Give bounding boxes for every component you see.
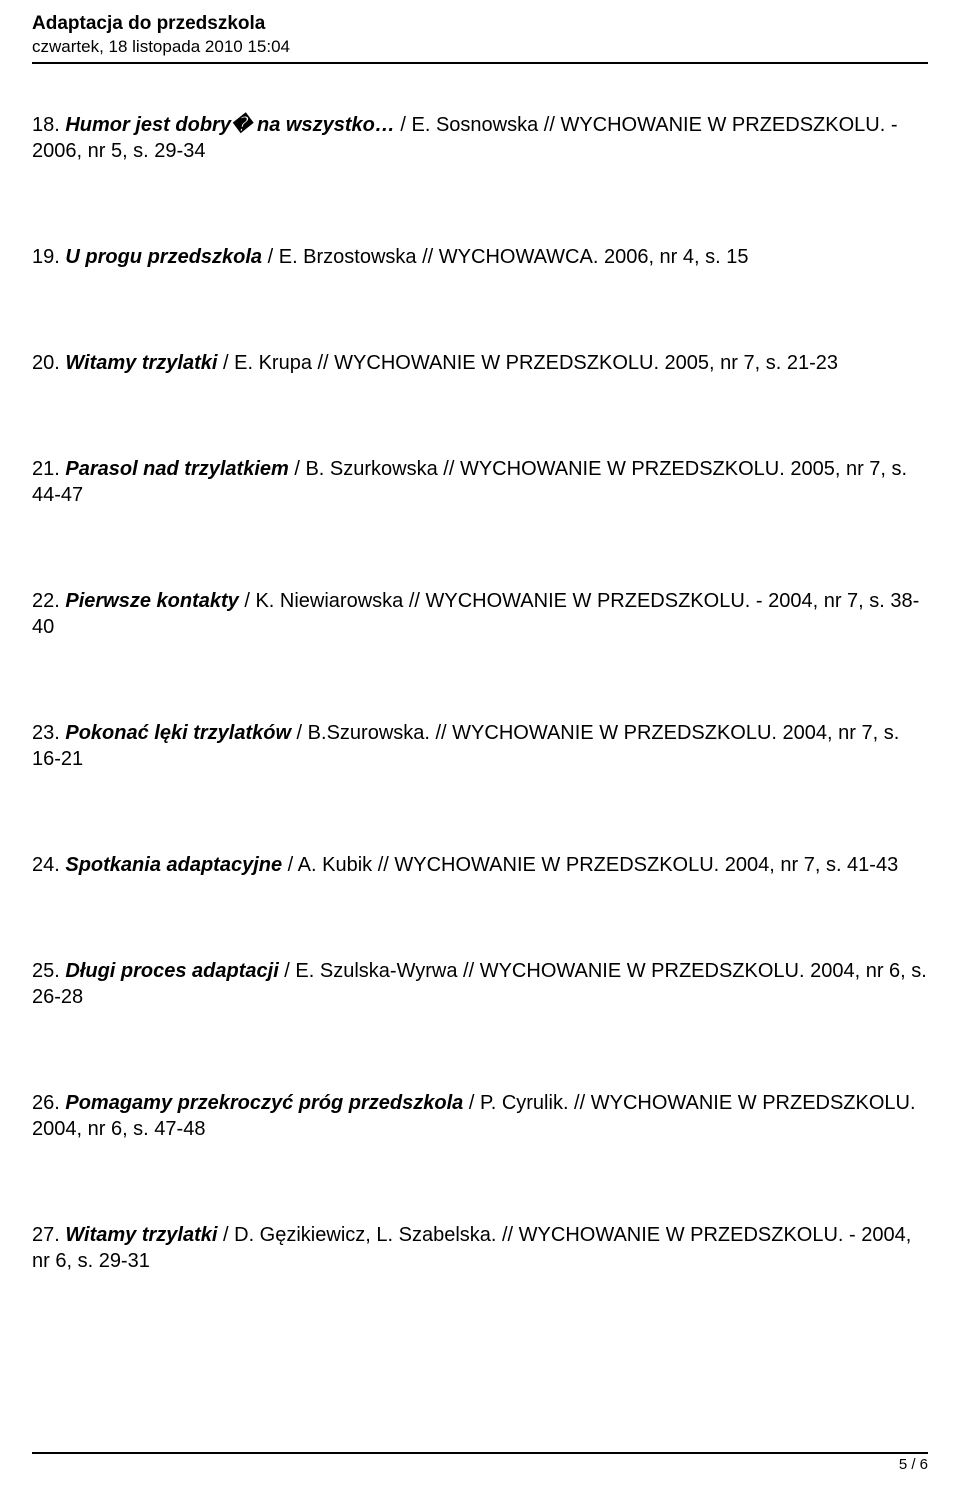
entry-title: Witamy trzylatki xyxy=(65,1224,217,1246)
entry-details: / A. Kubik // WYCHOWANIE W PRZEDSZKOLU. … xyxy=(282,854,898,876)
entry-title: Długi proces adaptacji xyxy=(65,960,278,982)
entry-number: 19. xyxy=(32,246,65,268)
entry-title: Pomagamy przekroczyć próg przedszkola xyxy=(65,1092,463,1114)
entry-number: 23. xyxy=(32,722,65,744)
list-item: 26. Pomagamy przekroczyć próg przedszkol… xyxy=(32,1090,928,1142)
page: Adaptacja do przedszkola czwartek, 18 li… xyxy=(0,0,960,1487)
list-item: 23. Pokonać lęki trzylatków / B.Szurowsk… xyxy=(32,720,928,772)
entry-number: 26. xyxy=(32,1092,65,1114)
entry-title: Parasol nad trzylatkiem xyxy=(65,458,288,480)
entry-details: / E. Brzostowska // WYCHOWAWCA. 2006, nr… xyxy=(262,246,748,268)
entry-number: 18. xyxy=(32,114,65,136)
page-footer: 5 / 6 xyxy=(32,1452,928,1473)
entry-title: U progu przedszkola xyxy=(65,246,262,268)
entry-number: 27. xyxy=(32,1224,65,1246)
entry-title: Witamy trzylatki xyxy=(65,352,217,374)
list-item: 24. Spotkania adaptacyjne / A. Kubik // … xyxy=(32,852,928,878)
entry-number: 21. xyxy=(32,458,65,480)
page-timestamp: czwartek, 18 listopada 2010 15:04 xyxy=(32,36,928,58)
list-item: 20. Witamy trzylatki / E. Krupa // WYCHO… xyxy=(32,350,928,376)
entry-number: 22. xyxy=(32,590,65,612)
entry-title: Humor jest dobry� na wszystko… xyxy=(65,114,394,136)
list-item: 18. Humor jest dobry� na wszystko… / E. … xyxy=(32,112,928,164)
page-header: Adaptacja do przedszkola czwartek, 18 li… xyxy=(32,12,928,64)
entry-title: Pokonać lęki trzylatków xyxy=(65,722,291,744)
list-item: 27. Witamy trzylatki / D. Gęzikiewicz, L… xyxy=(32,1222,928,1274)
list-item: 19. U progu przedszkola / E. Brzostowska… xyxy=(32,244,928,270)
page-number: 5 / 6 xyxy=(899,1456,928,1473)
entry-number: 24. xyxy=(32,854,65,876)
entry-title: Spotkania adaptacyjne xyxy=(65,854,282,876)
entry-number: 25. xyxy=(32,960,65,982)
entry-number: 20. xyxy=(32,352,65,374)
entry-details: / E. Krupa // WYCHOWANIE W PRZEDSZKOLU. … xyxy=(217,352,838,374)
list-item: 21. Parasol nad trzylatkiem / B. Szurkow… xyxy=(32,456,928,508)
list-item: 25. Długi proces adaptacji / E. Szulska-… xyxy=(32,958,928,1010)
entry-title: Pierwsze kontakty xyxy=(65,590,238,612)
list-item: 22. Pierwsze kontakty / K. Niewiarowska … xyxy=(32,588,928,640)
page-title: Adaptacja do przedszkola xyxy=(32,12,928,36)
